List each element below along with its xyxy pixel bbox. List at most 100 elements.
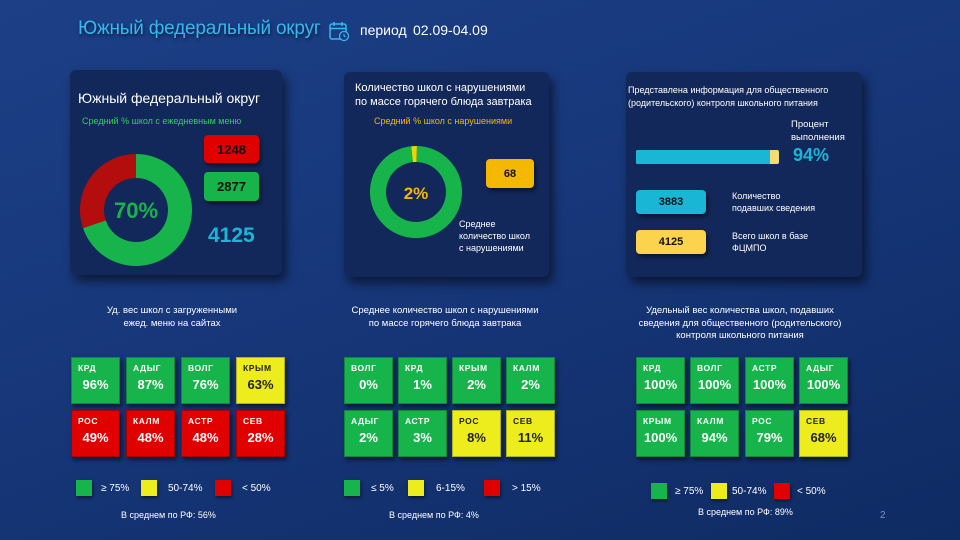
legend-green-label: ≤ 5% <box>371 483 394 494</box>
region-tile: КРЫМ 2% <box>452 357 501 404</box>
region-tile: КАЛМ 94% <box>690 410 739 457</box>
region-code: АДЫГ <box>806 363 835 373</box>
region-value: 100% <box>643 430 678 445</box>
region-value: 28% <box>247 430 274 445</box>
region-value: 100% <box>806 377 841 392</box>
period-label: период <box>360 22 407 38</box>
panel2-note: Среднее количество школ с нарушениями <box>459 218 530 254</box>
violations-donut: 2% <box>370 146 462 238</box>
region-tile: СЕВ 11% <box>506 410 555 457</box>
region-value: 3% <box>413 430 432 445</box>
region-code: ВОЛГ <box>697 363 723 373</box>
panel1-title: Южный федеральный округ <box>78 90 261 106</box>
daily-menu-donut: 70% <box>79 154 192 266</box>
section2-description: Среднее количество школ с нарушениями по… <box>330 305 560 330</box>
section2-desc-line1: Среднее количество школ с нарушениями <box>351 305 539 316</box>
region-code: КАЛМ <box>513 363 540 373</box>
donut-slice <box>83 154 192 266</box>
region-code: АДЫГ <box>133 363 162 373</box>
region-value: 48% <box>137 430 164 445</box>
section1-desc-line1: Уд. вес школ с загруженными <box>106 305 238 316</box>
section1-desc-line2: ежед. меню на сайтах <box>123 317 221 329</box>
region-value: 48% <box>192 430 219 445</box>
region-tile: АДЫГ 2% <box>344 410 393 457</box>
region-tile: КРД 1% <box>398 357 447 404</box>
region-value: 1% <box>413 377 432 392</box>
region-tile: АДЫГ 87% <box>126 357 175 404</box>
region-tile: РОС 79% <box>745 410 794 457</box>
submitted-count-badge: 3883 <box>636 190 706 214</box>
panel2-title-line1: Количество школ с нарушениями <box>355 82 526 94</box>
region-value: 79% <box>756 430 783 445</box>
region-code: АСТР <box>188 416 214 426</box>
completion-label-line1: Процент <box>791 119 829 130</box>
panel3-title-line1: Представлена информация для общественног… <box>628 85 829 95</box>
green-count-badge: 2877 <box>204 172 259 201</box>
legend-green-label: ≥ 75% <box>101 483 130 494</box>
total-schools-badge: 4125 <box>636 230 706 254</box>
donut1-center-label: 70% <box>114 198 158 223</box>
section3-desc-line1: Удельный вес количества школ, подавших <box>646 305 834 316</box>
donut-slice <box>411 146 417 163</box>
calendar-icon <box>329 22 350 42</box>
region-code: КРД <box>405 363 424 373</box>
violations-panel: Количество школ с нарушениями по массе г… <box>344 72 549 277</box>
red-count-badge: 1248 <box>204 135 259 163</box>
region-code: КРД <box>643 363 662 373</box>
region-value: 94% <box>701 430 728 445</box>
legend-green-swatch <box>76 480 92 496</box>
page-number: 2 <box>880 510 886 521</box>
legend-green-swatch <box>651 483 667 499</box>
region-code: РОС <box>752 416 773 426</box>
page-title: Южный федеральный округ <box>78 18 321 39</box>
region-value: 63% <box>247 377 274 392</box>
region-tile: СЕВ 28% <box>236 410 285 457</box>
region-code: ВОЛГ <box>188 363 214 373</box>
total-schools-label-line1: Всего школ в базе <box>732 231 809 241</box>
section3-description: Удельный вес количества школ, подавших с… <box>620 305 860 343</box>
region-tile: КРД 100% <box>636 357 685 404</box>
legend-yellow-label: 50-74% <box>168 483 203 494</box>
legend-red-swatch <box>215 480 231 496</box>
parental-control-panel: Представлена информация для общественног… <box>626 72 862 277</box>
region-value: 11% <box>517 430 544 445</box>
region-code: КРЫМ <box>643 416 672 426</box>
panel2-subtitle: Средний % школ с нарушениями <box>374 116 513 126</box>
legend-red-label: < 50% <box>797 486 826 497</box>
panel3-title: Представлена информация для общественног… <box>628 84 828 109</box>
region-tile: КАЛМ 2% <box>506 357 555 404</box>
region-code: КРД <box>78 363 97 373</box>
daily-menu-panel: Южный федеральный округ Средний % школ с… <box>70 70 282 275</box>
completion-label-line2: выполнения <box>791 132 845 143</box>
region-value: 2% <box>467 377 486 392</box>
section1-average: В среднем по РФ: 56% <box>121 510 216 520</box>
region-value: 76% <box>192 377 219 392</box>
region-code: АСТР <box>752 363 778 373</box>
region-tile: АСТР 100% <box>745 357 794 404</box>
region-value: 2% <box>359 430 378 445</box>
region-tile: ВОЛГ 0% <box>344 357 393 404</box>
panel2-title: Количество школ с нарушениями по массе г… <box>355 81 532 109</box>
submitted-label-line1: Количество <box>732 191 781 201</box>
legend-green-swatch <box>344 480 360 496</box>
total-schools-label-line2: ФЦМПО <box>732 243 767 253</box>
region-value: 96% <box>82 377 109 392</box>
section1-description: Уд. вес школ с загруженными ежед. меню н… <box>82 305 262 330</box>
region-code: СЕВ <box>243 416 263 426</box>
donut-slice <box>370 146 462 238</box>
legend-red-label: < 50% <box>242 483 271 494</box>
total-schools-label: Всего школ в базе ФЦМПО <box>732 230 808 254</box>
panel2-note-line1: Среднее <box>459 219 496 229</box>
region-tile: КРД 96% <box>71 357 120 404</box>
legend-yellow-swatch <box>711 483 727 499</box>
legend-yellow-label: 6-15% <box>436 483 465 494</box>
region-code: РОС <box>459 416 480 426</box>
region-code: СЕВ <box>513 416 533 426</box>
region-code: АСТР <box>405 416 431 426</box>
legend-red-swatch <box>774 483 790 499</box>
section3-desc-line2: сведения для общественного (родительског… <box>638 317 842 329</box>
region-value: 0% <box>359 377 378 392</box>
section3-desc-line3: контроля школьного питания <box>676 330 804 341</box>
region-tile: ВОЛГ 100% <box>690 357 739 404</box>
violations-badge: 68 <box>486 159 534 188</box>
